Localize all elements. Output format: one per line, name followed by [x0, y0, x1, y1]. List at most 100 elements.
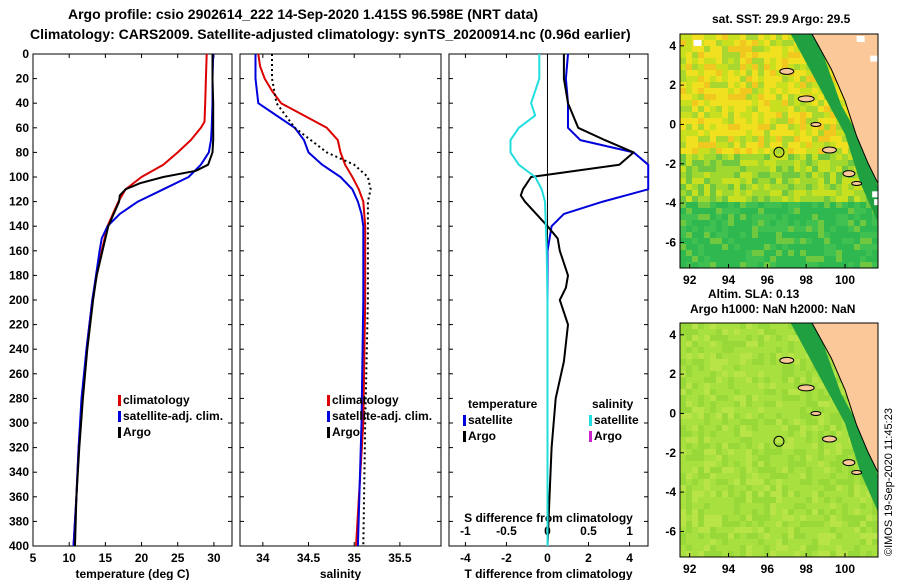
- map-cell: [722, 461, 728, 467]
- map-cell: [806, 485, 812, 491]
- map-cell: [854, 497, 860, 503]
- map-cell: [776, 449, 782, 455]
- map-cell: [824, 485, 830, 491]
- map-cell: [740, 160, 746, 166]
- map-cell: [854, 527, 860, 533]
- map-cell: [716, 539, 722, 545]
- map-cell: [686, 208, 692, 214]
- map-cell: [806, 425, 812, 431]
- map-cell: [710, 533, 716, 539]
- map-cell: [716, 545, 722, 551]
- map-cell: [710, 94, 716, 100]
- map-cell: [686, 94, 692, 100]
- map-cell: [752, 160, 758, 166]
- map-cell: [704, 118, 710, 124]
- map-cell: [770, 190, 776, 196]
- map-cell: [704, 220, 710, 226]
- map-cell: [746, 533, 752, 539]
- map-cell: [788, 208, 794, 214]
- map-cell: [848, 178, 854, 184]
- map-cell: [776, 262, 782, 268]
- map-cell: [764, 425, 770, 431]
- map-cell: [758, 377, 764, 383]
- top-x-tick-label: 0.5: [580, 524, 597, 538]
- map-cell: [752, 365, 758, 371]
- map-cell: [698, 94, 704, 100]
- map-cell: [686, 232, 692, 238]
- map-cell: [728, 262, 734, 268]
- map-cell: [788, 383, 794, 389]
- map-cell: [806, 160, 812, 166]
- map-cell: [806, 148, 812, 154]
- map-cell: [812, 545, 818, 551]
- map-cell: [680, 76, 686, 82]
- map-cell: [776, 46, 782, 52]
- map-cell: [692, 202, 698, 208]
- map-cell: [704, 190, 710, 196]
- map-cell: [872, 515, 878, 521]
- map-cell: [764, 545, 770, 551]
- map-cell: [782, 76, 788, 82]
- map-cell: [686, 389, 692, 395]
- legend-swatch-temperature: [118, 395, 121, 406]
- map-cell: [692, 479, 698, 485]
- map-cell: [734, 455, 740, 461]
- map-cell: [866, 220, 872, 226]
- map-cell: [764, 58, 770, 64]
- map-cell: [764, 479, 770, 485]
- map-cell: [728, 395, 734, 401]
- map-cell: [782, 214, 788, 220]
- map-cell: [776, 208, 782, 214]
- map-cell: [680, 184, 686, 190]
- map-cell: [716, 377, 722, 383]
- map-cell: [818, 112, 824, 118]
- map-cell: [752, 250, 758, 256]
- map-cell: [704, 70, 710, 76]
- map-cell: [746, 82, 752, 88]
- map-cell: [740, 401, 746, 407]
- map-cell: [752, 329, 758, 335]
- map-cell: [752, 503, 758, 509]
- map-cell: [680, 34, 686, 40]
- map-cell: [716, 335, 722, 341]
- map-cell: [848, 154, 854, 160]
- map-cell: [764, 419, 770, 425]
- map-cell: [704, 353, 710, 359]
- map-cell: [704, 341, 710, 347]
- map-cell: [710, 545, 716, 551]
- map-cell: [770, 335, 776, 341]
- map-cell: [752, 64, 758, 70]
- map-cell: [764, 341, 770, 347]
- map-cell: [680, 449, 686, 455]
- map-cell: [740, 413, 746, 419]
- map-cell: [716, 220, 722, 226]
- map-cell: [842, 473, 848, 479]
- map-cell: [692, 395, 698, 401]
- map-cell: [698, 64, 704, 70]
- map-cell: [740, 533, 746, 539]
- map-cell: [800, 106, 806, 112]
- map-cell: [692, 407, 698, 413]
- x-tick-label-temperature: 20: [135, 551, 149, 565]
- map-cell: [758, 365, 764, 371]
- map-cell: [836, 214, 842, 220]
- map-cell: [680, 491, 686, 497]
- map-cell: [800, 353, 806, 359]
- map-cell: [788, 238, 794, 244]
- map-cell: [752, 82, 758, 88]
- map-cell: [740, 220, 746, 226]
- map-lat-label: -6: [665, 235, 676, 249]
- map-cell: [692, 431, 698, 437]
- map-cell: [776, 82, 782, 88]
- map-cell: [800, 262, 806, 268]
- map-cell: [686, 527, 692, 533]
- map-cell: [710, 407, 716, 413]
- x-tick-label-temperature: 15: [99, 551, 113, 565]
- map-cell: [794, 443, 800, 449]
- map-cell: [722, 335, 728, 341]
- map-cell: [782, 527, 788, 533]
- map-cell: [728, 491, 734, 497]
- map-cell: [716, 262, 722, 268]
- map-cell: [692, 94, 698, 100]
- map-cell: [752, 130, 758, 136]
